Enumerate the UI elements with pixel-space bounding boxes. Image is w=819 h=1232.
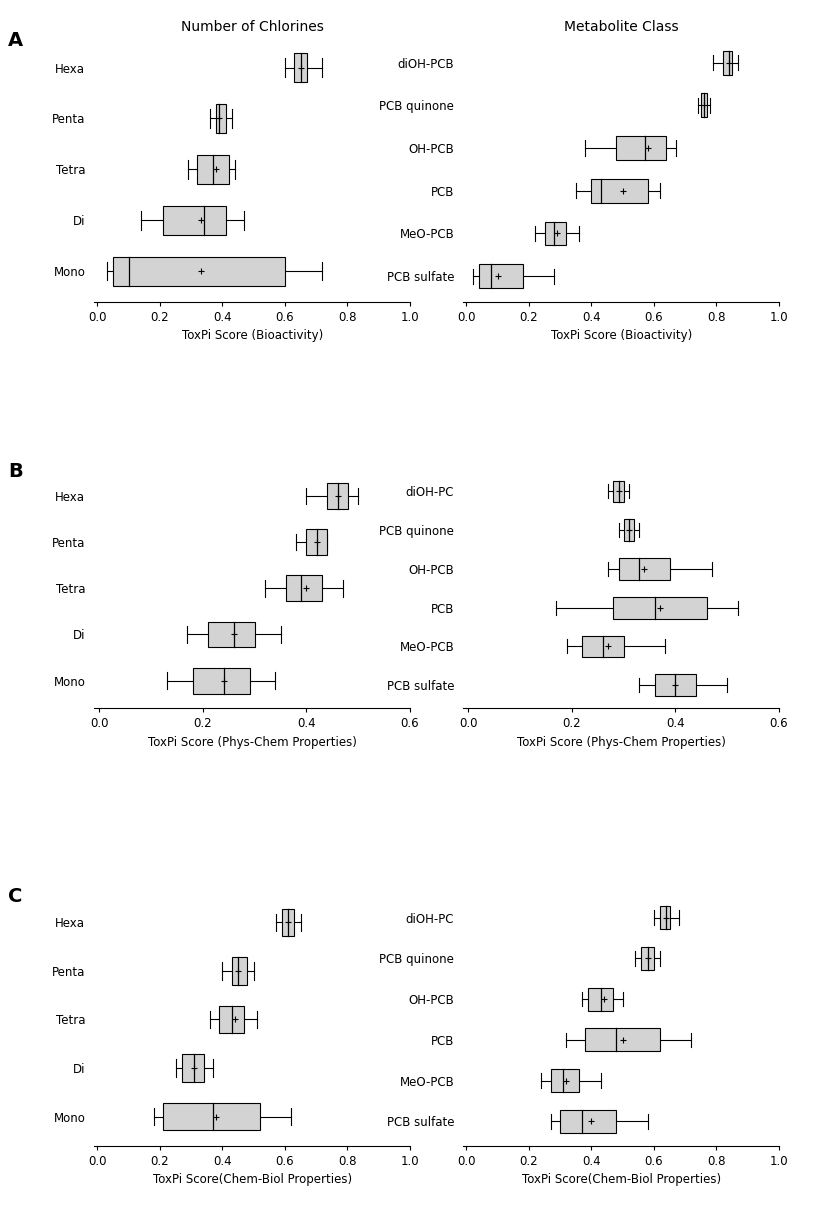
Bar (616, 136, 666, 160)
Title: Metabolite Class: Metabolite Class (563, 21, 677, 34)
Bar (163, 1103, 260, 1130)
Bar (327, 483, 347, 509)
X-axis label: ToxPi Score (Phys-Chem Properties): ToxPi Score (Phys-Chem Properties) (516, 736, 725, 749)
Bar (294, 53, 306, 81)
Bar (640, 947, 654, 970)
Bar (613, 480, 623, 503)
Bar (700, 94, 706, 117)
Bar (219, 1005, 244, 1034)
Bar (182, 1055, 203, 1082)
X-axis label: ToxPi Score (Bioactivity): ToxPi Score (Bioactivity) (550, 329, 691, 342)
Title: Number of Chlorines: Number of Chlorines (180, 21, 324, 34)
Bar (550, 1069, 578, 1092)
X-axis label: ToxPi Score(Chem-Biol Properties): ToxPi Score(Chem-Biol Properties) (152, 1173, 351, 1186)
Bar (581, 636, 623, 657)
Bar (286, 575, 322, 601)
Bar (587, 988, 613, 1010)
Bar (232, 957, 247, 984)
X-axis label: ToxPi Score (Phys-Chem Properties): ToxPi Score (Phys-Chem Properties) (147, 736, 356, 749)
Bar (163, 206, 225, 234)
X-axis label: ToxPi Score (Bioactivity): ToxPi Score (Bioactivity) (181, 329, 323, 342)
Bar (590, 179, 647, 203)
Bar (197, 155, 229, 184)
Bar (722, 51, 731, 75)
X-axis label: ToxPi Score(Chem-Biol Properties): ToxPi Score(Chem-Biol Properties) (521, 1173, 720, 1186)
Bar (216, 105, 225, 133)
Bar (192, 668, 249, 694)
Bar (306, 530, 327, 554)
Bar (544, 222, 566, 245)
Bar (478, 264, 522, 288)
Bar (623, 520, 633, 541)
Bar (585, 1029, 659, 1051)
Text: B: B (8, 462, 23, 480)
Bar (559, 1110, 616, 1132)
Bar (282, 909, 294, 936)
Bar (659, 907, 669, 929)
Bar (613, 596, 706, 618)
Bar (208, 621, 255, 647)
Bar (113, 257, 285, 286)
Bar (654, 674, 695, 696)
Text: C: C (8, 887, 23, 906)
Bar (618, 558, 669, 580)
Text: A: A (8, 31, 23, 49)
